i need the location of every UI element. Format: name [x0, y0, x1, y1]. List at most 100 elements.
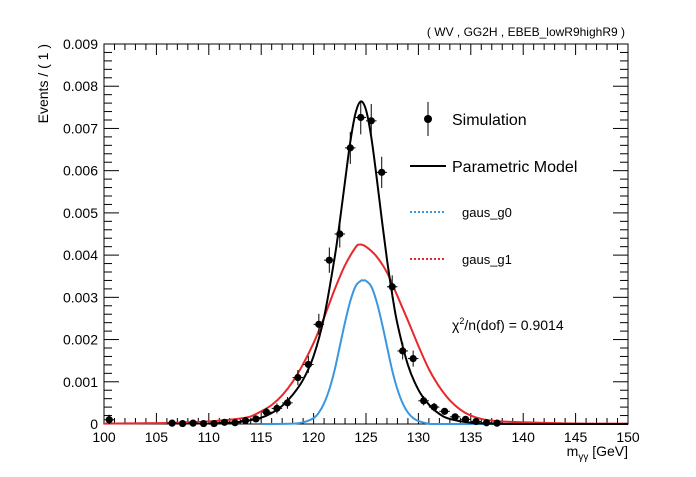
data-marker: [304, 360, 312, 369]
data-point: [177, 419, 188, 428]
x-tick-label: 115: [250, 429, 273, 445]
data-point: [282, 396, 293, 409]
data-marker: [346, 144, 354, 152]
data-marker: [294, 373, 302, 382]
y-tick-label: 0.007: [63, 120, 98, 136]
data-point: [481, 419, 492, 427]
data-point: [449, 413, 461, 421]
data-point: [166, 419, 178, 427]
data-point: [355, 100, 366, 135]
data-point: [187, 419, 199, 427]
data-marker: [210, 419, 218, 428]
data-point: [470, 417, 482, 426]
y-tick-label: 0.009: [63, 36, 98, 52]
x-axis-label-subscript: γγ: [578, 452, 588, 463]
data-point: [313, 313, 325, 335]
x-tick-label: 125: [354, 429, 378, 445]
data-marker: [357, 113, 365, 122]
data-point: [208, 419, 220, 428]
plot-frame: [103, 43, 629, 425]
x-tick-label: 100: [92, 429, 116, 445]
y-tick-label: 0.003: [63, 289, 98, 305]
fit-curves: [103, 100, 629, 426]
data-marker: [472, 417, 480, 426]
data-marker: [420, 397, 428, 405]
y-tick-label: 0: [90, 416, 98, 432]
legend-label: gaus_g1: [462, 252, 512, 267]
y-tick-label: 0.006: [63, 163, 98, 179]
x-tick-label: 110: [198, 429, 221, 445]
data-marker: [168, 419, 176, 427]
chart-title: ( WV , GG2H , EBEB_lowR9highR9 ): [427, 25, 625, 39]
x-tick-label: 105: [145, 429, 169, 445]
data-marker: [482, 419, 491, 427]
data-point: [303, 356, 314, 373]
data-point: [104, 414, 115, 424]
y-tick-label: 0.002: [63, 332, 98, 348]
data-marker: [493, 419, 501, 427]
data-point: [491, 419, 503, 427]
y-tick-label: 0.001: [63, 374, 98, 390]
legend-label: Parametric Model: [452, 159, 577, 176]
x-axis-label-main: m: [567, 443, 579, 459]
data-marker: [451, 413, 459, 421]
data-point: [240, 417, 251, 425]
data-point: [229, 419, 241, 427]
chi2-superscript: 2: [459, 316, 464, 326]
data-marker: [367, 117, 375, 125]
x-tick-label: 150: [616, 429, 640, 445]
legend-marker: [424, 115, 432, 123]
legend-entry: Parametric Model: [410, 159, 577, 176]
data-point: [460, 415, 471, 423]
x-axis-label: mγγ [GeV]: [567, 443, 628, 463]
data-marker: [461, 415, 470, 423]
legend-label: Simulation: [452, 112, 527, 129]
chi2-value: /n(dof) = 0.9014: [464, 317, 563, 333]
data-marker: [325, 256, 333, 264]
data-point: [428, 402, 440, 412]
legend-entry: gaus_g0: [410, 205, 512, 220]
data-marker: [231, 419, 239, 427]
curve-parametric-model: [208, 100, 629, 426]
curve-gaus-g1: [103, 243, 629, 425]
chi2-annotation: χ2/n(dof) = 0.9014: [452, 316, 564, 333]
data-point: [334, 220, 346, 248]
data-point: [386, 275, 398, 299]
x-tick-label: 130: [407, 429, 431, 445]
data-marker: [388, 283, 396, 291]
curve-gaus-g0: [261, 279, 629, 426]
data-point: [250, 415, 262, 423]
data-marker: [283, 399, 291, 407]
data-marker: [409, 354, 417, 363]
data-marker: [199, 419, 208, 428]
data-marker: [315, 320, 323, 328]
data-marker: [252, 415, 260, 423]
data-marker: [189, 419, 197, 427]
data-point: [219, 418, 230, 426]
y-tick-label: 0.005: [63, 205, 98, 221]
data-marker: [430, 403, 438, 411]
data-marker: [105, 416, 113, 424]
data-marker: [378, 168, 386, 176]
simulation-points: [104, 100, 503, 428]
legend-entry: gaus_g1: [410, 252, 512, 267]
data-point: [439, 407, 450, 415]
data-point: [397, 342, 408, 360]
data-point: [198, 419, 209, 428]
data-marker: [241, 417, 250, 425]
axis-ticks: 100 105 110 115 120 125 130 135 140 145 150 0 0.001 0…: [63, 36, 640, 445]
data-marker: [441, 407, 449, 415]
legend-entry: Simulation: [424, 102, 527, 136]
y-tick-label: 0.004: [63, 247, 98, 263]
data-marker: [273, 404, 281, 412]
data-marker: [399, 347, 407, 355]
data-point: [376, 156, 387, 188]
data-point: [418, 396, 429, 406]
data-point: [407, 350, 419, 367]
data-marker: [262, 408, 271, 416]
x-tick-label: 120: [302, 429, 326, 445]
data-marker: [220, 418, 229, 426]
x-axis-label-unit: [GeV]: [588, 443, 628, 459]
